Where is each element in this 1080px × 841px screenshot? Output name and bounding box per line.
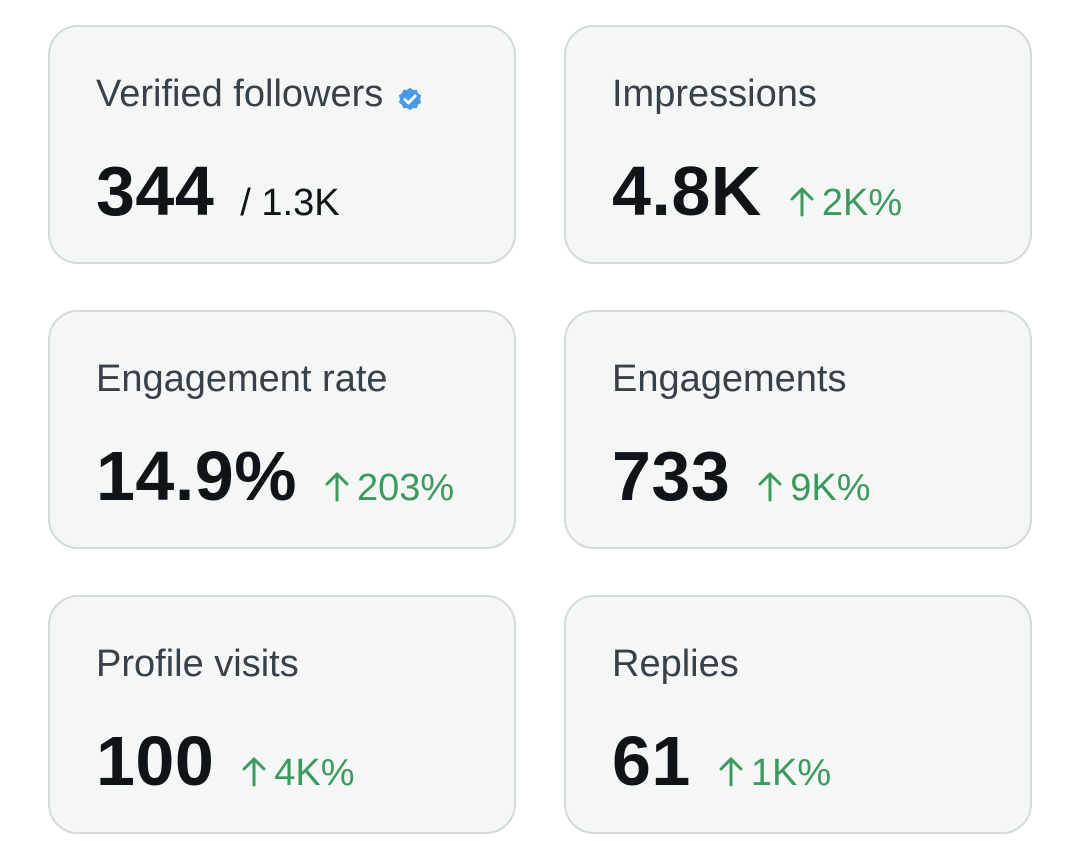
metric-label: Engagements [612, 356, 847, 402]
metric-label-text: Engagements [612, 358, 847, 400]
metrics-grid: Verified followers 344 / 1.3K Impression… [48, 25, 1032, 834]
metric-label: Profile visits [96, 641, 299, 687]
metric-value-row: 344 / 1.3K [96, 151, 340, 231]
arrow-up-icon [240, 754, 268, 787]
metric-label-text: Profile visits [96, 643, 299, 685]
metric-change-value: 9K% [790, 467, 871, 509]
metric-change: 1K% [717, 752, 831, 795]
metric-change: 203% [323, 467, 454, 510]
metric-value-row: 733 9K% [612, 436, 871, 516]
metric-label-text: Replies [612, 643, 739, 685]
metric-value: 344 [96, 152, 215, 230]
metric-label: Verified followers [96, 71, 425, 117]
arrow-up-icon [717, 754, 745, 787]
metric-total: / 1.3K [240, 182, 340, 224]
metric-value: 733 [612, 437, 731, 515]
metric-card-replies[interactable]: Replies 61 1K% [564, 595, 1032, 834]
metric-label-text: Engagement rate [96, 358, 388, 400]
metric-card-impressions[interactable]: Impressions 4.8K 2K% [564, 25, 1032, 264]
metric-value-row: 61 1K% [612, 721, 831, 801]
metric-label: Engagement rate [96, 356, 388, 402]
verified-badge-icon [395, 79, 425, 111]
metric-label: Impressions [612, 71, 817, 117]
metric-change-value: 203% [356, 467, 455, 509]
metric-value-row: 100 4K% [96, 721, 355, 801]
arrow-up-icon [788, 184, 816, 217]
metric-change-value: 2K% [821, 182, 903, 224]
metric-value-row: 4.8K 2K% [612, 151, 902, 231]
metric-label-text: Impressions [612, 73, 817, 115]
metric-label-text: Verified followers [96, 73, 384, 115]
metric-change: 2K% [788, 182, 902, 225]
metric-label: Replies [612, 641, 739, 687]
arrow-up-icon [323, 469, 351, 502]
metric-change-value: 4K% [274, 752, 355, 794]
metric-value: 4.8K [612, 152, 762, 230]
metric-change: 9K% [756, 467, 871, 510]
metric-card-profile-visits[interactable]: Profile visits 100 4K% [48, 595, 516, 834]
metric-card-engagements[interactable]: Engagements 733 9K% [564, 310, 1032, 549]
metric-change-value: 1K% [750, 752, 832, 794]
metric-value-row: 14.9% 203% [96, 436, 454, 516]
metric-value: 61 [612, 722, 691, 800]
metric-card-engagement-rate[interactable]: Engagement rate 14.9% 203% [48, 310, 516, 549]
metric-value: 100 [96, 722, 215, 800]
metric-card-verified-followers[interactable]: Verified followers 344 / 1.3K [48, 25, 516, 264]
arrow-up-icon [756, 469, 784, 502]
metric-change: 4K% [240, 752, 355, 795]
metric-value: 14.9% [96, 437, 297, 515]
